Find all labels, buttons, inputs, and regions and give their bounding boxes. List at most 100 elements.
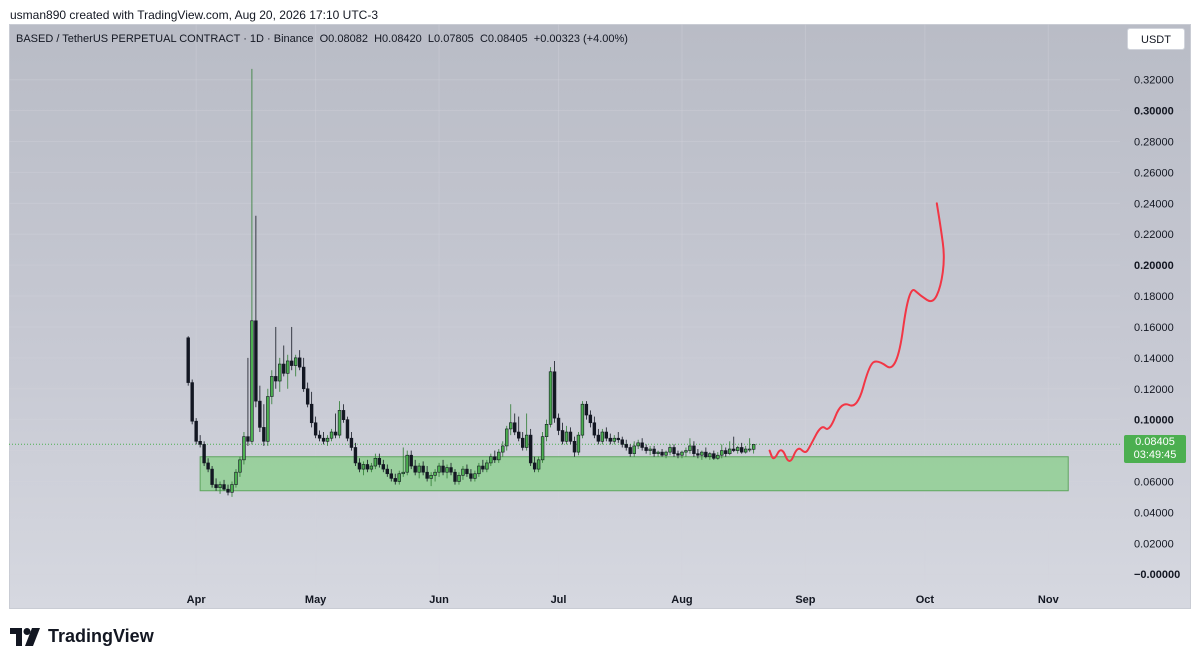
candle[interactable] xyxy=(317,430,322,442)
candle[interactable] xyxy=(493,450,497,463)
candle[interactable] xyxy=(616,432,620,443)
candle[interactable] xyxy=(222,479,226,491)
candle[interactable] xyxy=(580,401,585,439)
candle[interactable] xyxy=(747,438,752,453)
candle[interactable] xyxy=(202,441,206,467)
candle[interactable] xyxy=(282,345,286,377)
currency-button[interactable]: USDT xyxy=(1127,28,1185,50)
candle[interactable] xyxy=(624,439,628,451)
candle[interactable] xyxy=(544,419,549,442)
candle[interactable] xyxy=(329,428,334,442)
candle[interactable] xyxy=(640,438,644,451)
candle[interactable] xyxy=(409,450,413,470)
candle[interactable] xyxy=(254,215,258,408)
candle[interactable] xyxy=(405,450,409,476)
candle[interactable] xyxy=(301,357,306,392)
candle[interactable] xyxy=(560,422,565,445)
candle[interactable] xyxy=(592,416,597,439)
candle[interactable] xyxy=(401,447,405,477)
candle[interactable] xyxy=(433,469,437,482)
candle[interactable] xyxy=(325,435,330,446)
candle[interactable] xyxy=(608,433,612,445)
candle[interactable] xyxy=(612,435,616,445)
candle[interactable] xyxy=(664,450,668,459)
candle[interactable] xyxy=(485,459,489,473)
candle[interactable] xyxy=(290,326,294,371)
time-axis[interactable]: Apr May Jun Jul Aug Sep Oct Nov xyxy=(187,594,1060,606)
candle[interactable] xyxy=(528,428,533,467)
candle[interactable] xyxy=(361,461,366,476)
candle[interactable] xyxy=(743,445,748,454)
candle[interactable] xyxy=(393,473,397,485)
candle[interactable] xyxy=(751,444,756,454)
candle[interactable] xyxy=(373,453,378,470)
candle[interactable] xyxy=(206,458,210,473)
candle[interactable] xyxy=(684,447,688,457)
candle[interactable] xyxy=(270,370,274,405)
candle[interactable] xyxy=(497,449,501,463)
candle[interactable] xyxy=(313,416,318,439)
projection-path[interactable] xyxy=(768,202,945,462)
candle[interactable] xyxy=(644,444,648,454)
candle[interactable] xyxy=(461,466,465,480)
candle[interactable] xyxy=(286,354,290,389)
candle[interactable] xyxy=(234,469,238,488)
candle[interactable] xyxy=(501,441,505,457)
candle[interactable] xyxy=(540,432,545,463)
candle[interactable] xyxy=(445,464,449,479)
candle[interactable] xyxy=(696,449,700,459)
candle[interactable] xyxy=(520,432,525,451)
candle[interactable] xyxy=(556,413,561,436)
candle[interactable] xyxy=(712,450,716,460)
price-axis[interactable]: 0.32000 0.30000 0.28000 0.26000 0.24000 0.220… xyxy=(1134,75,1180,581)
chart-pane[interactable] xyxy=(9,24,1191,609)
candle[interactable] xyxy=(517,416,521,442)
candle[interactable] xyxy=(513,413,517,436)
candle[interactable] xyxy=(489,453,493,467)
candle[interactable] xyxy=(552,360,557,423)
candle[interactable] xyxy=(736,445,740,454)
candle[interactable] xyxy=(258,385,262,433)
candle[interactable] xyxy=(728,441,732,456)
candle[interactable] xyxy=(628,444,632,457)
candle[interactable] xyxy=(413,459,417,476)
candle[interactable] xyxy=(469,469,473,482)
candle[interactable] xyxy=(632,441,636,457)
candle[interactable] xyxy=(297,350,302,371)
candle[interactable] xyxy=(278,357,282,392)
candle[interactable] xyxy=(226,484,230,496)
tradingview-logo[interactable]: TradingView xyxy=(10,626,154,647)
candle[interactable] xyxy=(337,401,342,439)
candle[interactable] xyxy=(214,478,218,491)
candle[interactable] xyxy=(572,436,577,457)
candle[interactable] xyxy=(740,442,744,454)
candle[interactable] xyxy=(218,481,222,494)
candle[interactable] xyxy=(656,450,660,457)
candle[interactable] xyxy=(648,445,652,456)
candle[interactable] xyxy=(660,449,664,457)
candle[interactable] xyxy=(357,458,362,473)
candle[interactable] xyxy=(274,326,278,389)
candle[interactable] xyxy=(524,413,529,451)
candle[interactable] xyxy=(397,470,401,485)
candle[interactable] xyxy=(465,464,469,477)
candle[interactable] xyxy=(425,466,429,482)
candle[interactable] xyxy=(341,404,346,423)
candle[interactable] xyxy=(672,444,676,457)
candle[interactable] xyxy=(576,432,581,456)
candle[interactable] xyxy=(246,357,250,446)
candle[interactable] xyxy=(449,462,453,476)
candle[interactable] xyxy=(210,466,214,488)
candle[interactable] xyxy=(345,416,350,442)
candle[interactable] xyxy=(668,444,672,456)
candle[interactable] xyxy=(548,367,553,428)
candle[interactable] xyxy=(381,459,386,473)
candle[interactable] xyxy=(588,410,593,428)
candle[interactable] xyxy=(568,427,573,445)
candle[interactable] xyxy=(636,439,640,450)
candle[interactable] xyxy=(704,447,708,459)
candle[interactable] xyxy=(321,432,326,445)
candle[interactable] xyxy=(266,388,270,446)
candle[interactable] xyxy=(473,470,477,482)
